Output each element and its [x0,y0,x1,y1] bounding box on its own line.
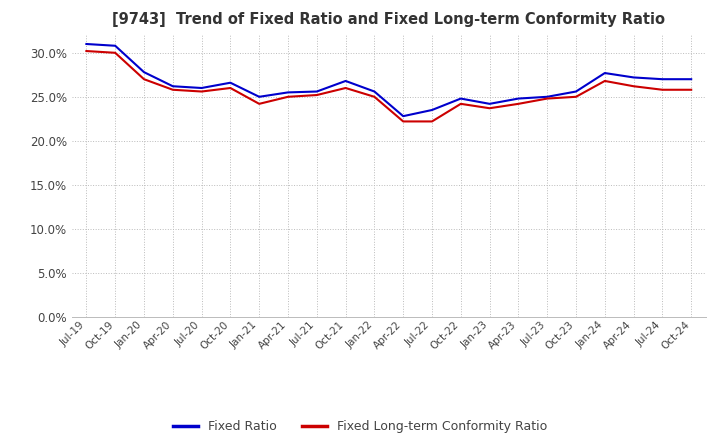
Fixed Long-term Conformity Ratio [140,77,148,82]
Fixed Ratio [600,70,609,76]
Fixed Long-term Conformity Ratio [456,101,465,106]
Fixed Ratio [226,80,235,85]
Legend: Fixed Ratio, Fixed Long-term Conformity Ratio: Fixed Ratio, Fixed Long-term Conformity … [168,415,552,438]
Fixed Long-term Conformity Ratio [428,119,436,124]
Fixed Ratio [312,89,321,94]
Fixed Ratio [284,90,292,95]
Title: [9743]  Trend of Fixed Ratio and Fixed Long-term Conformity Ratio: [9743] Trend of Fixed Ratio and Fixed Lo… [112,12,665,27]
Fixed Long-term Conformity Ratio [514,101,523,106]
Fixed Long-term Conformity Ratio [111,50,120,55]
Fixed Long-term Conformity Ratio [312,92,321,98]
Fixed Ratio [456,96,465,101]
Fixed Long-term Conformity Ratio [629,84,638,89]
Fixed Ratio [370,89,379,94]
Fixed Ratio [111,43,120,48]
Fixed Long-term Conformity Ratio [658,87,667,92]
Fixed Long-term Conformity Ratio [168,87,177,92]
Fixed Long-term Conformity Ratio [687,87,696,92]
Fixed Ratio [168,84,177,89]
Fixed Ratio [428,107,436,113]
Fixed Ratio [485,101,494,106]
Fixed Long-term Conformity Ratio [485,106,494,111]
Fixed Ratio [140,70,148,75]
Fixed Ratio [341,78,350,84]
Fixed Long-term Conformity Ratio [197,89,206,94]
Fixed Ratio [658,77,667,82]
Fixed Ratio [572,89,580,94]
Fixed Long-term Conformity Ratio [370,94,379,99]
Fixed Ratio [514,96,523,101]
Fixed Long-term Conformity Ratio [341,85,350,91]
Fixed Long-term Conformity Ratio [226,85,235,91]
Fixed Long-term Conformity Ratio [284,94,292,99]
Fixed Ratio [687,77,696,82]
Fixed Ratio [629,75,638,80]
Fixed Long-term Conformity Ratio [399,119,408,124]
Fixed Ratio [82,41,91,47]
Fixed Long-term Conformity Ratio [543,96,552,101]
Fixed Ratio [197,85,206,91]
Fixed Long-term Conformity Ratio [572,94,580,99]
Fixed Ratio [543,94,552,99]
Line: Fixed Ratio: Fixed Ratio [86,44,691,116]
Fixed Long-term Conformity Ratio [82,48,91,54]
Fixed Ratio [399,114,408,119]
Line: Fixed Long-term Conformity Ratio: Fixed Long-term Conformity Ratio [86,51,691,121]
Fixed Ratio [255,94,264,99]
Fixed Long-term Conformity Ratio [600,78,609,84]
Fixed Long-term Conformity Ratio [255,101,264,106]
